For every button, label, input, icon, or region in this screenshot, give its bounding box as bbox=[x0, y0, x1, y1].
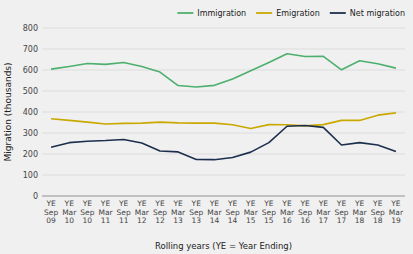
grid-line bbox=[42, 70, 405, 71]
grid-line bbox=[42, 28, 405, 29]
x-tick-label: YEMar16 bbox=[280, 199, 295, 225]
x-tick-label-line: 17 bbox=[319, 216, 329, 225]
x-tick-label: YEMar18 bbox=[353, 199, 368, 225]
x-tick-label-line: 12 bbox=[137, 216, 147, 225]
x-tick-label: YEMar12 bbox=[135, 199, 150, 225]
y-tick-label: 700 bbox=[23, 45, 38, 54]
y-tick-label: 600 bbox=[23, 66, 38, 75]
x-tick-label: YESep16 bbox=[298, 199, 312, 225]
x-tick-label-line: 13 bbox=[173, 216, 183, 225]
x-tick-label-line: 13 bbox=[192, 216, 202, 225]
x-tick-label: YESep12 bbox=[153, 199, 167, 225]
x-tick-label-line: 17 bbox=[337, 216, 347, 225]
x-tick-label: YEMar17 bbox=[316, 199, 331, 225]
x-tick-label: YESep17 bbox=[334, 199, 348, 225]
x-tick-label: YESep09 bbox=[44, 199, 58, 225]
x-tick-label-line: 12 bbox=[155, 216, 165, 225]
y-tick-label: 200 bbox=[23, 150, 38, 159]
grid-line bbox=[42, 49, 405, 50]
grid-line bbox=[42, 154, 405, 155]
y-tick-label: 0 bbox=[33, 192, 38, 201]
x-tick-label-line: 10 bbox=[83, 216, 93, 225]
x-axis-label: Rolling years (YE = Year Ending) bbox=[155, 241, 292, 251]
x-tick-label-line: 15 bbox=[264, 216, 274, 225]
x-tick-label: YESep10 bbox=[80, 199, 94, 225]
series-line bbox=[51, 113, 396, 129]
x-tick-label: YESep14 bbox=[226, 199, 240, 225]
y-tick-label: 800 bbox=[23, 24, 38, 33]
y-tick-label: 400 bbox=[23, 108, 38, 117]
x-tick-label: YEMar19 bbox=[389, 199, 404, 225]
x-tick-label-line: 18 bbox=[355, 216, 365, 225]
x-tick-label-line: 09 bbox=[46, 216, 56, 225]
legend-swatch bbox=[330, 12, 346, 14]
series-line bbox=[51, 125, 396, 159]
x-tick-label: YEMar14 bbox=[207, 199, 222, 225]
x-tick-label-line: 11 bbox=[101, 216, 111, 225]
x-tick-label: YESep15 bbox=[262, 199, 276, 225]
legend-label: Emigration bbox=[276, 9, 320, 18]
x-tick-label: YEMar15 bbox=[244, 199, 259, 225]
y-tick-label: 300 bbox=[23, 129, 38, 138]
y-tick-label: 500 bbox=[23, 87, 38, 96]
grid-line bbox=[42, 91, 405, 92]
grid-line bbox=[42, 175, 405, 176]
x-tick-label: YESep13 bbox=[189, 199, 203, 225]
y-tick-label: 100 bbox=[23, 171, 38, 180]
legend-label: Immigration bbox=[197, 9, 246, 18]
x-tick-label-line: 14 bbox=[228, 216, 238, 225]
x-tick-label: YEMar10 bbox=[62, 199, 77, 225]
x-tick-label-line: 14 bbox=[210, 216, 220, 225]
x-tick-label-line: 10 bbox=[64, 216, 74, 225]
x-tick-label-line: 18 bbox=[373, 216, 383, 225]
x-tick-label: YESep11 bbox=[117, 199, 131, 225]
x-tick-label-line: 15 bbox=[246, 216, 256, 225]
x-axis-line bbox=[42, 196, 405, 197]
x-tick-label-line: 19 bbox=[391, 216, 401, 225]
grid-line bbox=[42, 112, 405, 113]
x-tick-label-line: 16 bbox=[282, 216, 292, 225]
grid-line bbox=[42, 196, 405, 197]
legend-swatch bbox=[256, 12, 272, 14]
series-line bbox=[51, 54, 396, 87]
plot-area bbox=[51, 54, 396, 160]
legend-swatch bbox=[177, 12, 193, 14]
chart: 0100200300400500600700800YESep09YEMar10Y… bbox=[0, 0, 413, 254]
y-axis-label: Migration (thousands) bbox=[3, 62, 13, 161]
x-tick-label: YESep18 bbox=[371, 199, 385, 225]
x-tick-label: YEMar11 bbox=[98, 199, 113, 225]
grid-line bbox=[42, 133, 405, 134]
x-tick-label-line: 16 bbox=[300, 216, 310, 225]
legend-label: Net migration bbox=[350, 9, 405, 18]
x-tick-label: YEMar13 bbox=[171, 199, 186, 225]
legend: Net migration Emigration Immigration bbox=[177, 9, 405, 18]
x-tick-label-line: 11 bbox=[119, 216, 129, 225]
